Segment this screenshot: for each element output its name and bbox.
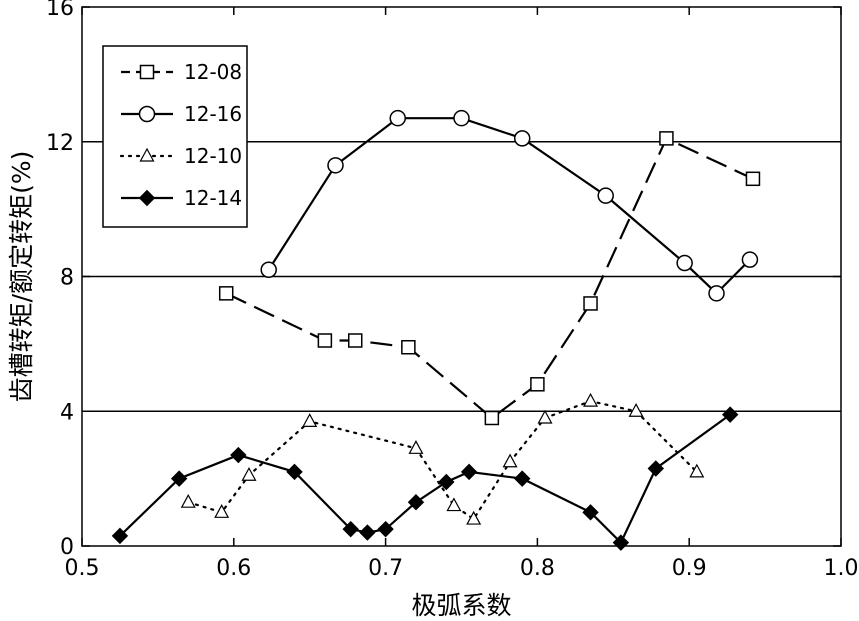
- data-point: [302, 413, 318, 427]
- data-point: [502, 453, 518, 468]
- data-point: [453, 109, 470, 127]
- data-point: [460, 463, 478, 481]
- legend-label: 12-08: [184, 60, 242, 84]
- y-tick-label: 4: [60, 400, 74, 425]
- data-point: [401, 339, 416, 355]
- data-point: [583, 392, 599, 407]
- legend-label: 12-14: [184, 186, 242, 210]
- y-tick-label: 12: [46, 131, 74, 156]
- legend: 12-08 12-16 12-10 12-14: [102, 45, 248, 228]
- data-point: [111, 527, 129, 545]
- data-point: [342, 520, 359, 538]
- series-line: [225, 136, 754, 420]
- data-point: [597, 187, 614, 204]
- legend-box: [102, 45, 248, 228]
- series-12-10: [180, 392, 705, 525]
- legend-marker: [138, 189, 156, 207]
- x-axis-title: 极弧系数: [411, 591, 511, 620]
- series-12-16: [260, 109, 759, 302]
- data-point: [218, 286, 234, 301]
- data-point: [170, 470, 188, 487]
- data-point: [408, 440, 424, 454]
- data-point: [347, 333, 363, 348]
- data-point: [676, 254, 693, 272]
- data-point: [513, 130, 531, 147]
- data-point: [389, 109, 406, 127]
- series-line: [187, 399, 698, 521]
- x-tick-label: 0.8: [520, 556, 555, 581]
- data-point: [327, 157, 344, 174]
- axis-ticks: 0.5 0.6 0.7 0.8 0.9 1.0 0 4 8 12 16: [46, 0, 859, 581]
- data-point: [317, 333, 333, 348]
- legend-marker: [139, 147, 155, 162]
- data-point: [537, 409, 553, 424]
- data-point: [484, 410, 500, 426]
- x-tick-label: 0.9: [672, 556, 707, 581]
- x-tick-label: 0.6: [216, 556, 251, 581]
- legend-marker: [139, 64, 155, 80]
- data-point: [180, 493, 196, 508]
- x-tick-label: 0.7: [368, 556, 403, 581]
- data-point: [745, 171, 761, 187]
- data-point: [359, 524, 376, 541]
- data-point: [438, 473, 455, 491]
- data-point: [659, 131, 674, 146]
- legend-label: 12-10: [184, 144, 242, 168]
- y-axis-title: 齿槽转矩/额定转矩(%): [7, 151, 36, 403]
- data-point: [377, 520, 394, 538]
- x-tick-label: 1.0: [824, 556, 859, 581]
- legend-marker: [138, 105, 156, 123]
- data-point: [708, 285, 725, 302]
- series-12-14: [111, 406, 739, 551]
- data-point: [230, 446, 247, 464]
- y-tick-label: 0: [60, 535, 74, 560]
- data-point: [582, 504, 599, 521]
- data-point: [466, 510, 482, 525]
- data-point: [446, 497, 462, 512]
- data-point: [647, 460, 665, 477]
- data-point: [530, 377, 545, 392]
- data-point: [260, 261, 277, 279]
- data-point: [407, 493, 425, 511]
- series-layer: [111, 109, 761, 551]
- y-tick-label: 8: [60, 266, 74, 291]
- data-point: [721, 406, 739, 423]
- data-point: [583, 296, 598, 311]
- data-point: [741, 251, 759, 268]
- series-12-08: [218, 131, 761, 426]
- y-tick-label: 16: [46, 0, 74, 21]
- data-point: [628, 402, 644, 417]
- legend-label: 12-16: [184, 102, 242, 126]
- x-tick-label: 0.5: [65, 556, 100, 581]
- series-line: [119, 413, 731, 545]
- data-point: [689, 463, 705, 478]
- data-point: [286, 463, 303, 481]
- data-point: [214, 504, 230, 518]
- data-point: [241, 466, 257, 481]
- data-point: [514, 470, 531, 487]
